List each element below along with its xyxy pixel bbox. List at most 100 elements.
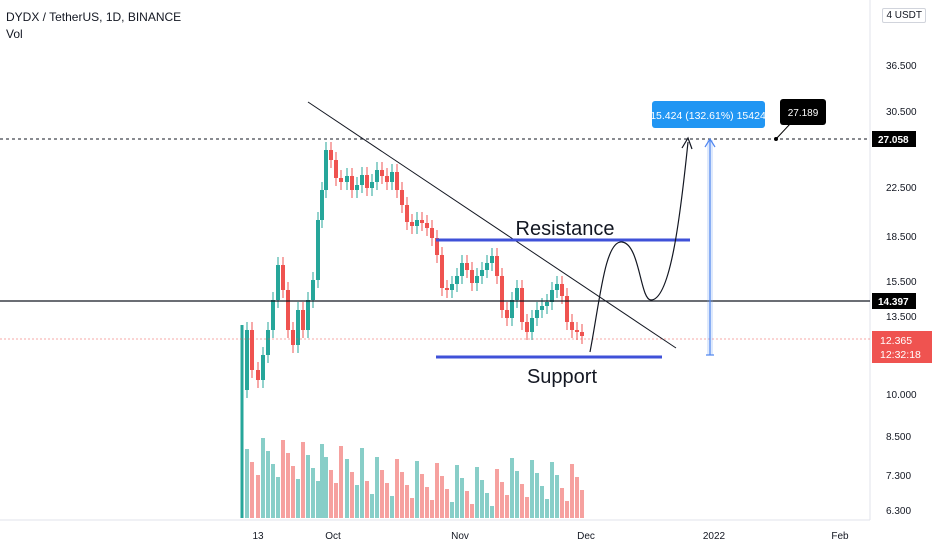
last-price-value: 12.365	[880, 335, 912, 347]
candle-body	[311, 280, 315, 300]
volume-bar	[530, 460, 534, 518]
y-tick-10000: 10.000	[886, 390, 917, 401]
y-tick-13500: 13.500	[886, 312, 917, 323]
target-callout-box	[780, 99, 826, 125]
volume-bar	[490, 506, 494, 518]
candle-body	[455, 276, 459, 284]
candle-body	[281, 265, 285, 290]
volume-bar	[520, 484, 524, 518]
volume-bar	[470, 504, 474, 518]
volume-bar	[405, 485, 409, 518]
price-axis[interactable]: 36.500 30.500 27.058 22.500 18.500 15.50…	[872, 61, 932, 517]
candle-body	[385, 176, 389, 182]
candle-body	[580, 332, 584, 336]
volume-bar	[400, 472, 404, 518]
volume-bars	[245, 438, 584, 518]
candle-body	[420, 220, 424, 223]
top-level-badge	[872, 131, 916, 147]
volume-bar	[296, 479, 300, 518]
candle-body	[410, 222, 414, 226]
volume-bar	[550, 462, 554, 518]
volume-bar	[250, 462, 254, 518]
volume-bar	[475, 467, 479, 518]
volume-bar	[425, 487, 429, 518]
volume-bar	[256, 475, 260, 518]
candle-body	[525, 322, 529, 332]
volume-bar	[525, 497, 529, 518]
candle-body	[550, 290, 554, 302]
candle-body	[400, 190, 404, 205]
volume-bar	[410, 498, 414, 518]
candle-body	[291, 330, 295, 345]
candle-body	[286, 290, 290, 330]
volume-bar	[329, 470, 333, 518]
candle-body	[250, 330, 254, 370]
volume-bar	[540, 486, 544, 518]
candle-body	[296, 310, 300, 345]
candle-body	[505, 310, 509, 318]
volume-bar	[281, 440, 285, 518]
candle-body	[261, 355, 265, 380]
currency-badge[interactable]: 4 USDT	[882, 8, 926, 23]
last-price-badge	[872, 331, 932, 363]
resistance-label: Resistance	[516, 218, 615, 240]
countdown-timer: 12:32:18	[880, 349, 921, 361]
volume-bar	[415, 461, 419, 518]
volume-bar	[311, 468, 315, 518]
candle-body	[530, 318, 534, 332]
candle-body	[570, 322, 574, 330]
candle-body	[560, 284, 564, 296]
volume-bar	[316, 481, 320, 518]
volume-bar	[339, 446, 343, 518]
candle-body	[271, 300, 275, 330]
candle-body	[565, 296, 569, 322]
volume-bar	[545, 499, 549, 518]
volume-bar	[420, 474, 424, 518]
candle-body	[324, 150, 328, 190]
x-tick-2022: 2022	[703, 531, 726, 542]
candle-body	[430, 228, 434, 238]
candle-body	[460, 263, 464, 276]
candle-body	[535, 310, 539, 318]
y-tick-7300: 7.300	[886, 471, 911, 482]
volume-bar	[320, 444, 324, 518]
x-tick-13: 13	[252, 531, 264, 542]
candle-body	[390, 172, 394, 182]
projection-arrowhead	[681, 136, 693, 150]
time-axis[interactable]: 13 Oct Nov Dec 2022 Feb	[252, 531, 849, 542]
candle-body	[365, 175, 369, 188]
y-tick-36500: 36.500	[886, 61, 917, 72]
y-tick-6300: 6.300	[886, 506, 911, 517]
candle-body	[320, 190, 324, 220]
volume-bar	[345, 459, 349, 518]
volume-bar	[450, 502, 454, 518]
y-tick-27058: 27.058	[878, 135, 909, 146]
candle-body	[355, 185, 359, 190]
candle-body	[306, 300, 310, 330]
volume-bar	[510, 458, 514, 518]
volume-bar	[350, 472, 354, 518]
volume-indicator-label[interactable]: Vol	[6, 27, 23, 41]
candle-body	[545, 302, 549, 306]
candle-body	[470, 270, 474, 283]
volume-bar	[455, 465, 459, 518]
x-tick-dec: Dec	[577, 531, 595, 542]
candle-body	[445, 288, 449, 290]
candle-body	[245, 330, 249, 390]
y-tick-8500: 8.500	[886, 432, 911, 443]
volume-bar	[365, 481, 369, 518]
volume-bar	[286, 453, 290, 518]
candle-body	[350, 176, 354, 190]
volume-bar	[291, 466, 295, 518]
volume-bar	[485, 493, 489, 518]
volume-bar	[306, 455, 310, 518]
candle-body	[520, 288, 524, 322]
symbol-title[interactable]: DYDX / TetherUS, 1D, BINANCE	[6, 10, 182, 24]
volume-bar	[271, 464, 275, 518]
measure-label-box	[652, 101, 765, 128]
candle-body	[500, 276, 504, 310]
candles	[240, 142, 584, 518]
candle-body	[435, 238, 439, 255]
x-tick-nov: Nov	[451, 531, 469, 542]
